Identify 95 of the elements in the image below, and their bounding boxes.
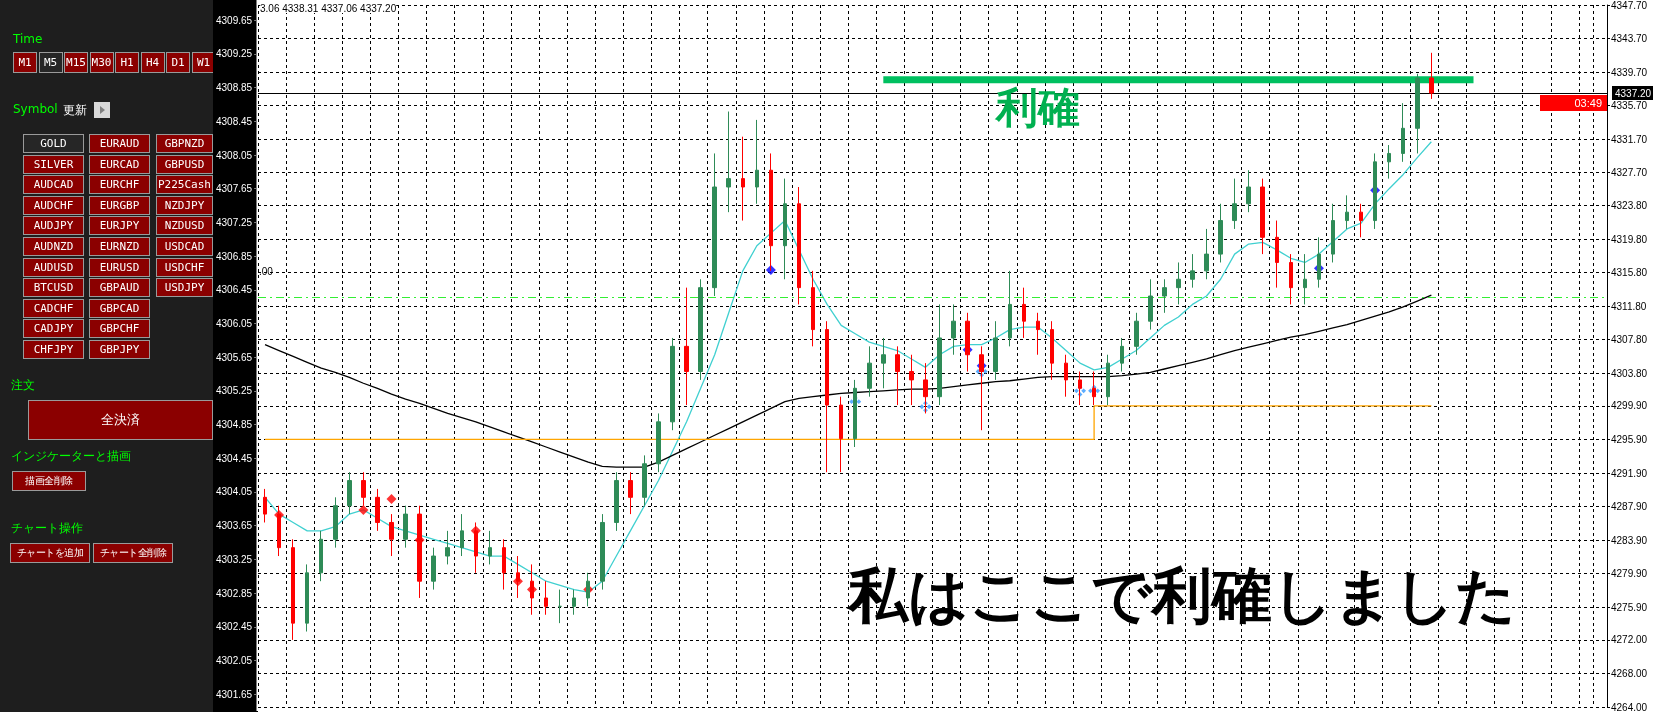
y-tick-label: 4302.85 <box>215 587 253 599</box>
text: 全決済 <box>28 400 213 440</box>
y-tick-label: 4311.80 <box>1611 300 1647 312</box>
text: CHFJPY <box>23 340 84 359</box>
text: EURGBP <box>89 195 150 215</box>
text: GOLD <box>23 134 84 153</box>
y-tick-label: 4287.90 <box>1611 501 1648 513</box>
text: NZDJPY <box>156 195 213 215</box>
text: 描画全削除 <box>12 471 86 491</box>
text: H4 <box>140 52 165 73</box>
annotation: 3.06 4338.31 4337.06 4337.20 <box>260 2 397 14</box>
y-tick-label: 4307.65 <box>215 183 253 195</box>
text: GBPAUD <box>89 278 150 298</box>
text: チャート操作 <box>11 520 83 537</box>
text: Symbol <box>13 102 58 116</box>
y-tick-label: 4308.05 <box>215 149 253 161</box>
y-tick-label: 4309.25 <box>215 48 253 60</box>
text: AUDJPY <box>23 216 84 236</box>
text: 注文 <box>11 377 35 394</box>
y-tick-label: 4323.80 <box>1611 199 1648 211</box>
text: BTCUSD <box>23 278 84 298</box>
text: EURCAD <box>89 154 150 174</box>
text: EURNZD <box>89 237 150 256</box>
y-tick-label: 4299.90 <box>1611 400 1648 412</box>
text: AUDNZD <box>23 237 84 256</box>
y-tick-label: 4283.90 <box>1611 534 1648 546</box>
y-tick-label: 4306.45 <box>215 284 253 296</box>
y-tick-label: 4303.25 <box>215 553 253 565</box>
text: NZDUSD <box>156 216 213 236</box>
y-tick-label: 4331.70 <box>1611 133 1648 145</box>
text: Time <box>13 32 43 46</box>
text: USDCAD <box>156 237 213 256</box>
y-tick-label: 4306.85 <box>215 250 253 262</box>
y-tick-label: 4335.70 <box>1611 100 1648 112</box>
text: USDJPY <box>156 278 213 298</box>
text: USDCHF <box>156 257 213 277</box>
text: GBPCAD <box>89 298 150 318</box>
text: EURUSD <box>89 257 150 277</box>
y-tick-label: 4343.70 <box>1611 33 1648 45</box>
y-tick-label: 4303.80 <box>1611 367 1648 379</box>
y-tick-label: 4319.80 <box>1611 233 1648 245</box>
timer-label: 03:49 <box>1540 95 1607 111</box>
y-tick-label: 4347.70 <box>1611 0 1648 11</box>
text: W1 <box>191 52 216 73</box>
text: CADCHF <box>23 298 84 318</box>
text: EURCHF <box>89 175 150 195</box>
y-tick-label: 4308.45 <box>215 115 253 127</box>
y-tick-label: 4308.85 <box>215 82 253 94</box>
y-tick-label: 4301.65 <box>215 688 253 700</box>
ref-line-label: 4337.20 <box>1615 87 1652 99</box>
y-tick-label: 4307.80 <box>1611 334 1648 346</box>
y-tick-label: 4279.90 <box>1611 568 1648 580</box>
text: GBPNZD <box>156 134 213 153</box>
text: AUDUSD <box>23 257 84 277</box>
y-tick-label: 4304.05 <box>215 486 253 498</box>
y-tick-label: 4302.45 <box>215 621 253 633</box>
y-tick-label: 4295.90 <box>1611 433 1648 445</box>
text: EURJPY <box>89 216 150 236</box>
y-tick-label: 4306.05 <box>215 317 253 329</box>
y-tick-label: 4327.70 <box>1611 167 1648 179</box>
y-tick-label: 4305.25 <box>215 385 253 397</box>
text: H1 <box>115 52 139 73</box>
text: チャートを追加 <box>10 543 90 563</box>
text: EURAUD <box>89 134 150 153</box>
text: チャート全削除 <box>93 543 173 563</box>
text: 更新 <box>63 102 87 119</box>
text: GBPJPY <box>89 340 150 359</box>
text: AUDCAD <box>23 175 84 195</box>
text: GBPUSD <box>156 154 213 174</box>
y-tick-label: 4275.90 <box>1611 601 1648 613</box>
text: P225Cash <box>156 175 213 195</box>
text: SILVER <box>23 154 84 174</box>
text: CADJPY <box>23 319 84 339</box>
y-tick-label: 4304.85 <box>215 419 253 431</box>
y-tick-label: 4302.05 <box>215 654 253 666</box>
y-tick-label: 4304.45 <box>215 452 253 464</box>
y-tick-label: 4315.80 <box>1611 267 1648 279</box>
y-tick-label: 4272.00 <box>1611 634 1648 646</box>
y-tick-label: 4291.90 <box>1611 467 1648 479</box>
text: M30 <box>89 52 114 73</box>
y-tick-label: 4303.65 <box>215 520 253 532</box>
y-tick-label: 4339.70 <box>1611 66 1648 78</box>
text: M5 <box>38 52 63 73</box>
y-tick-label: 4309.65 <box>215 14 253 26</box>
text: GBPCHF <box>89 319 150 339</box>
text: AUDCHF <box>23 195 84 215</box>
y-tick-label: 4268.00 <box>1611 667 1648 679</box>
text: M15 <box>64 52 88 73</box>
text: M1 <box>13 52 37 73</box>
text: D1 <box>166 52 190 73</box>
y-tick-label: 4307.25 <box>215 216 253 228</box>
annotation: 利確 <box>994 83 1080 131</box>
text: インジケーターと描画 <box>11 448 131 465</box>
y-tick-label: 4264.00 <box>1611 701 1648 712</box>
y-tick-label: 4305.65 <box>215 351 253 363</box>
